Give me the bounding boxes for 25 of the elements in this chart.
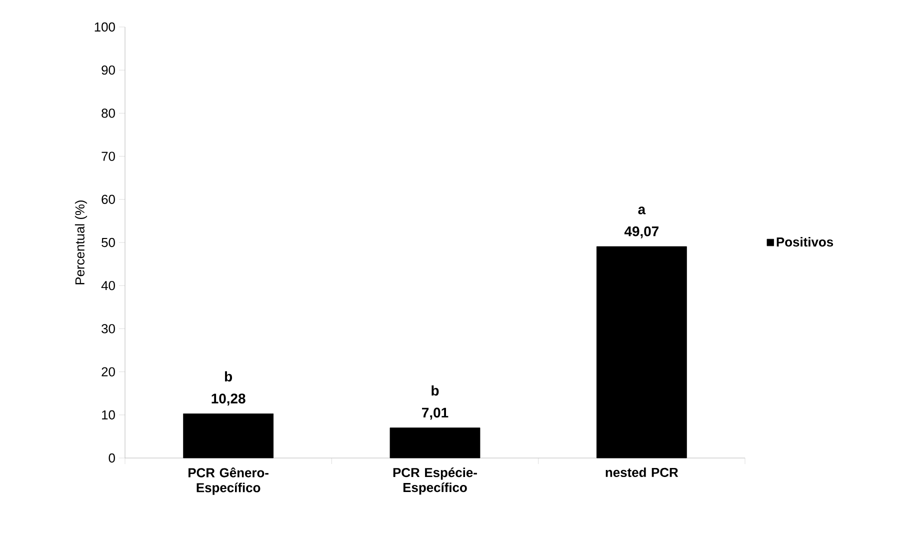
y-tick-label: 60 bbox=[102, 194, 115, 204]
data-label: 49,07 bbox=[624, 226, 658, 238]
annotation: b bbox=[432, 385, 439, 396]
annotation: b bbox=[224, 371, 232, 382]
data-label: 10,28 bbox=[212, 394, 246, 406]
bar bbox=[390, 428, 480, 458]
y-tick-label: 70 bbox=[102, 152, 115, 161]
y-tick-label: 40 bbox=[101, 281, 115, 290]
y-tick-label: 20 bbox=[102, 367, 115, 376]
y-tick-label: 100 bbox=[94, 22, 115, 32]
bar bbox=[183, 413, 274, 458]
y-axis-title: Percentual (%) bbox=[74, 200, 88, 284]
y-tick-label: 0 bbox=[108, 453, 115, 463]
y-tick-label: 50 bbox=[102, 238, 115, 248]
y-tick-label: 90 bbox=[102, 66, 115, 75]
bar bbox=[596, 246, 687, 458]
data-label: 7,01 bbox=[422, 408, 448, 420]
legend-label: Positivos bbox=[776, 237, 834, 247]
y-tick-label: 30 bbox=[102, 324, 115, 334]
annotation: a bbox=[638, 206, 646, 214]
x-tick-label: PCR Gênero-Específico bbox=[188, 468, 268, 495]
y-tick-label: 10 bbox=[102, 410, 115, 420]
y-tick-label: 80 bbox=[102, 108, 115, 118]
x-tick-label: nested PCR bbox=[606, 468, 678, 478]
x-tick-label: PCR Espécie-Específico bbox=[393, 468, 477, 495]
